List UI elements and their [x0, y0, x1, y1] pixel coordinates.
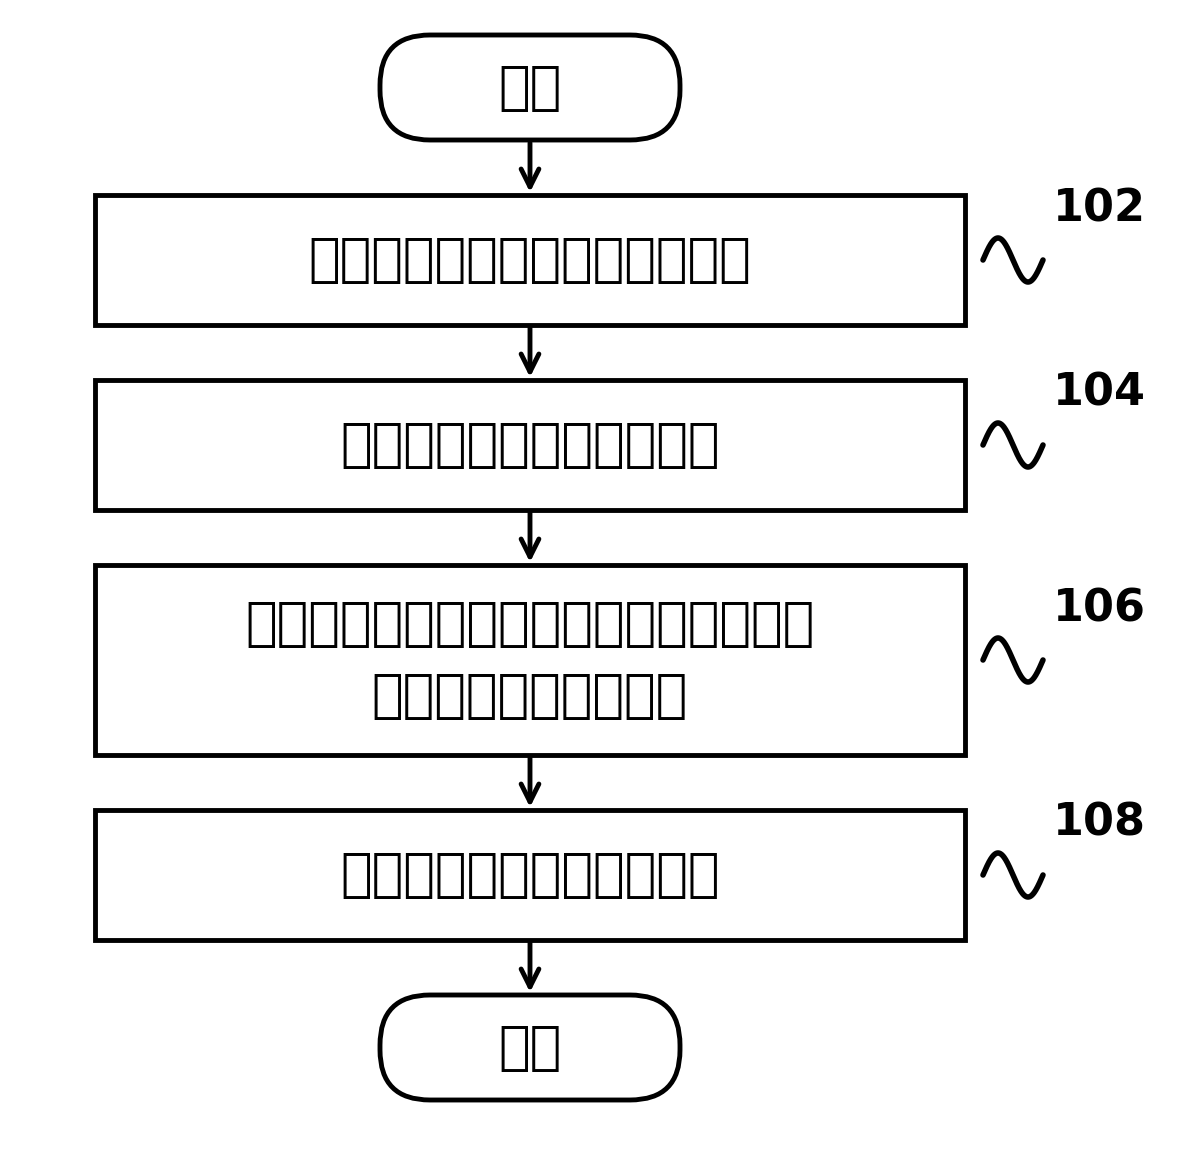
FancyBboxPatch shape	[380, 35, 680, 140]
Text: 获取目标多媒体信息的查询特征: 获取目标多媒体信息的查询特征	[308, 234, 752, 287]
Text: 102: 102	[1053, 187, 1146, 230]
Text: 108: 108	[1053, 802, 1146, 844]
Text: 106: 106	[1053, 587, 1146, 630]
Bar	[94, 380, 966, 510]
Text: 开始: 开始	[498, 61, 562, 114]
Text: 结束: 结束	[498, 1022, 562, 1073]
FancyBboxPatch shape	[380, 995, 680, 1100]
Bar	[94, 565, 966, 755]
Text: 根据查询特征和特征标识，确定查询特征
对应的目标多媒体信息: 根据查询特征和特征标识，确定查询特征 对应的目标多媒体信息	[245, 597, 815, 723]
Text: 识别多媒体资源的特征标识: 识别多媒体资源的特征标识	[341, 419, 719, 471]
Text: 104: 104	[1053, 372, 1146, 415]
Bar	[94, 195, 966, 325]
Text: 聚合并显示目标多媒体信息: 聚合并显示目标多媒体信息	[341, 849, 719, 901]
Bar	[94, 810, 966, 940]
